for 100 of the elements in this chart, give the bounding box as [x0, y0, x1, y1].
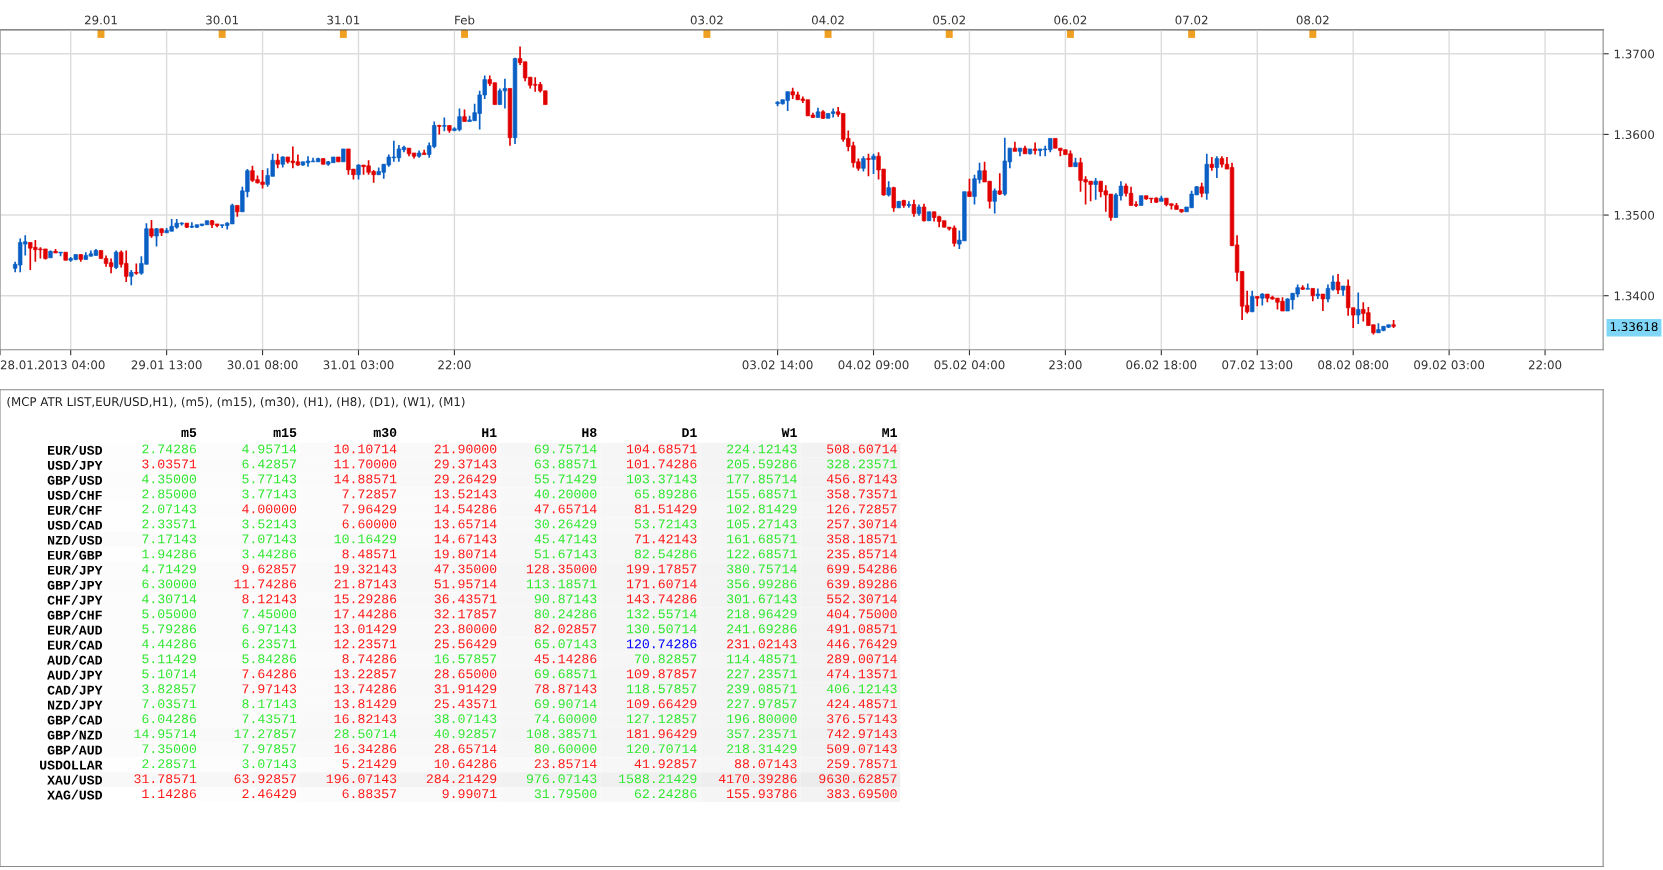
data-label: 74.60000 — [534, 714, 597, 724]
data-label: 5.84286 — [242, 654, 297, 664]
data-label: 62.24286 — [634, 789, 697, 799]
data-label: 9.62857 — [242, 564, 296, 574]
x-tick-label: D1 — [682, 428, 697, 437]
data-label: 6.30000 — [142, 579, 197, 589]
data-label: 4.30714 — [142, 594, 197, 604]
data-label: 2.28571 — [142, 759, 197, 769]
data-label: 1.14286 — [142, 789, 197, 799]
data-label: 4170.39286 — [718, 774, 797, 784]
data-label: 205.59286 — [727, 459, 797, 469]
y-tick-label: 1.3700 — [1614, 49, 1655, 59]
data-label: 383.69500 — [827, 789, 897, 799]
data-label: 155.68571 — [727, 489, 797, 499]
data-label: 19.32143 — [334, 564, 397, 574]
data-label: 508.60714 — [827, 444, 897, 454]
data-label: 118.57857 — [627, 684, 697, 694]
data-label: 2.07143 — [142, 504, 197, 514]
y-tick-label: NZD/USD — [48, 535, 103, 545]
data-label: 196.80000 — [727, 714, 797, 724]
candlestick — [1032, 141, 1038, 156]
y-tick-label: USD/JPY — [47, 460, 103, 470]
y-tick-label: CAD/JPY — [47, 684, 103, 695]
data-label: 109.66429 — [627, 699, 697, 709]
data-label: 78.87143 — [534, 684, 597, 694]
y-tick-label: 1.3600 — [1614, 130, 1655, 140]
x-tick-label: 03.02 14:00 — [742, 360, 813, 370]
data-label: 7.03571 — [142, 699, 197, 709]
data-label: 976.07143 — [526, 774, 597, 784]
data-label: 122.68571 — [727, 549, 797, 559]
data-label: 446.76429 — [826, 639, 897, 649]
candlestick — [866, 152, 871, 178]
data-label: 7.97857 — [242, 744, 296, 754]
data-label: 7.64286 — [242, 669, 297, 679]
data-label: 31.79500 — [534, 789, 597, 799]
data-label: 218.96429 — [727, 609, 797, 619]
candlestick — [992, 187, 997, 215]
data-label: 90.87143 — [534, 594, 597, 604]
y-tick-label: GBP/CHF — [47, 609, 102, 620]
data-label: 356.99286 — [726, 579, 797, 589]
x-tick-label: M1 — [882, 428, 897, 437]
data-label: 113.18571 — [526, 579, 597, 589]
data-label: 14.67143 — [434, 534, 497, 544]
data-label: 196.07143 — [326, 774, 397, 784]
data-label: 17.44286 — [334, 609, 397, 619]
data-label: 491.08571 — [826, 624, 897, 634]
data-label: 69.68571 — [534, 669, 597, 679]
data-label: 82.02857 — [534, 624, 597, 634]
candlestick — [891, 186, 896, 213]
data-label: 742.97143 — [827, 729, 897, 739]
candlestick — [871, 152, 876, 175]
y-tick-label: NZD/JPY — [48, 699, 103, 710]
data-label: 3.82857 — [142, 684, 196, 694]
data-label: 3.44286 — [242, 549, 297, 559]
data-label: 4.00000 — [242, 504, 297, 514]
x-tick-label: 22:00 — [1528, 360, 1562, 370]
data-label: 5.10714 — [142, 669, 197, 679]
x-tick-label: 06.02 18:00 — [1126, 360, 1197, 370]
data-label: 63.92857 — [234, 774, 296, 784]
data-label: 25.43571 — [434, 699, 497, 709]
data-label: 25.56429 — [434, 639, 497, 649]
data-label: 227.97857 — [727, 699, 797, 709]
data-label: 38.07143 — [434, 714, 497, 724]
data-label: 30.26429 — [534, 519, 597, 529]
y-tick-label: USD/CHF — [47, 490, 102, 500]
data-label: 7.07143 — [242, 534, 297, 544]
y-tick-label: EUR/CAD — [48, 639, 103, 650]
data-label: 47.65714 — [534, 504, 597, 514]
data-label: 13.22857 — [334, 669, 397, 679]
data-label: 16.34286 — [334, 744, 397, 754]
y-tick-label: AUD/JPY — [47, 669, 103, 680]
x2-tick-label: 03.02 — [690, 15, 723, 25]
data-label: 424.48571 — [826, 699, 897, 709]
data-label: 120.74286 — [627, 639, 697, 649]
data-label: 130.50714 — [627, 624, 697, 634]
data-label: 47.35000 — [434, 564, 497, 574]
data-label: 235.85714 — [827, 549, 897, 559]
data-label: 376.57143 — [827, 714, 897, 724]
data-label: 70.82857 — [635, 654, 697, 664]
x2-tick-label: 30.01 — [206, 15, 238, 25]
data-label: 40.20000 — [534, 489, 597, 499]
data-label: 171.60714 — [627, 579, 697, 589]
data-label: 29.37143 — [434, 459, 497, 469]
data-label: 101.74286 — [627, 459, 697, 469]
data-label: 5.11429 — [142, 654, 196, 664]
data-label: 1588.21429 — [619, 774, 697, 784]
data-label: 13.52143 — [434, 489, 497, 499]
x2-tick-label: 31.01 — [327, 15, 360, 25]
data-label: 6.04286 — [142, 714, 197, 724]
y-tick-label: USD/CAD — [47, 520, 103, 530]
data-label: 699.54286 — [827, 564, 897, 574]
data-label: 114.48571 — [727, 654, 797, 664]
x-tick-label: 09.02 03:00 — [1414, 360, 1485, 370]
candlestick — [113, 249, 119, 270]
x-tick-label: 05.02 04:00 — [934, 360, 1005, 370]
candlestick — [1335, 273, 1341, 295]
data-label: 289.00714 — [827, 654, 897, 664]
data-label: 218.31429 — [727, 744, 797, 754]
data-label: 6.23571 — [242, 639, 297, 649]
data-label: 7.45000 — [242, 609, 297, 619]
